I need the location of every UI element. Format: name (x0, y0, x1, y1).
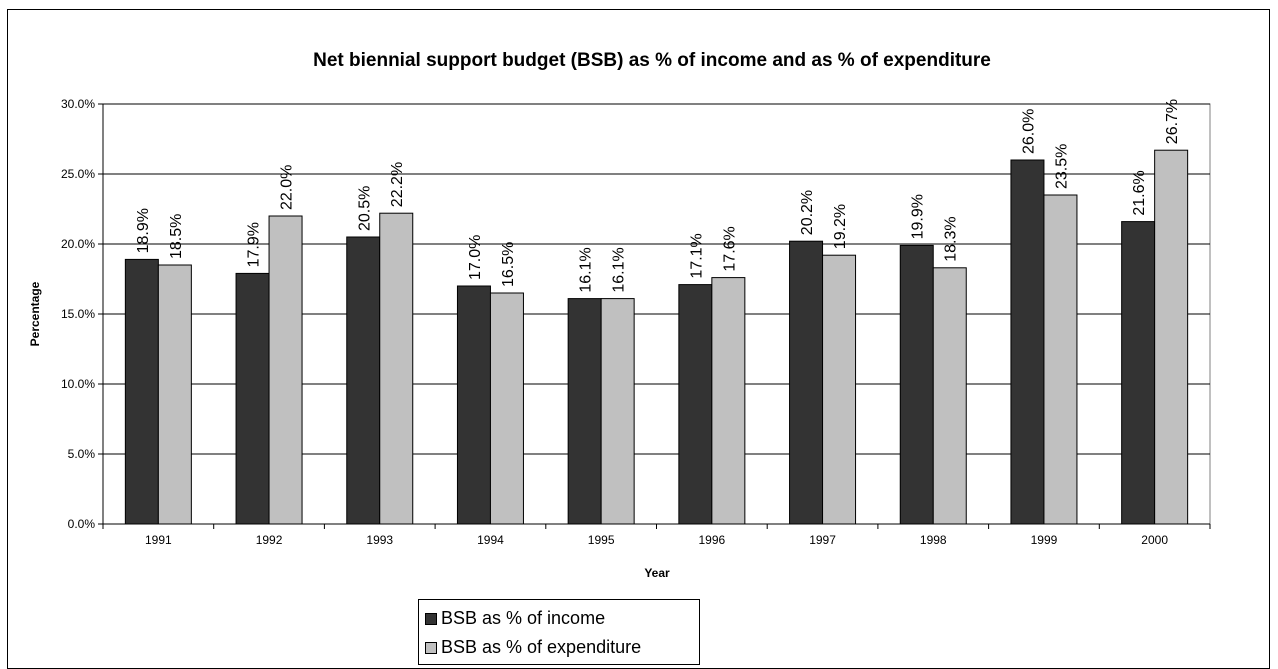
x-tick-label: 1999 (1031, 533, 1058, 547)
data-label: 17.9% (246, 222, 263, 267)
bar-income (678, 284, 713, 525)
x-tick-labels: 1991 1992 1993 1994 1995 1996 1997 1998 1999 2000 (145, 533, 1168, 547)
x-tick-label: 1993 (366, 533, 393, 547)
axes (98, 103, 1211, 529)
bar-income (1121, 221, 1156, 525)
data-label: 20.5% (356, 186, 373, 231)
bars (124, 149, 1189, 525)
data-label: 23.5% (1053, 144, 1070, 189)
x-tick-label: 1997 (809, 533, 836, 547)
legend-swatch-expenditure (425, 641, 437, 654)
data-label: 26.7% (1164, 99, 1181, 144)
data-label: 18.3% (943, 216, 960, 261)
data-label: 18.5% (168, 214, 185, 259)
data-label: 16.1% (611, 247, 628, 292)
bar-expenditure (932, 267, 967, 525)
bar-expenditure (822, 254, 857, 525)
bar-income (567, 298, 602, 525)
x-tick-label: 1991 (145, 533, 172, 547)
data-label: 22.0% (279, 165, 296, 210)
y-tick-label: 15.0% (61, 307, 95, 321)
bar-income (899, 244, 934, 525)
x-axis-title: Year (644, 566, 670, 580)
data-label: 26.0% (1020, 109, 1037, 154)
bar-income (1010, 159, 1045, 525)
data-label: 22.2% (389, 162, 406, 207)
bar-chart: Net biennial support budget (BSB) as % o… (28, 50, 1211, 580)
bar-expenditure (600, 298, 635, 525)
legend: BSB as % of income BSB as % of expenditu… (418, 599, 700, 665)
legend-item-income: BSB as % of income (425, 604, 699, 633)
bar-expenditure (711, 277, 746, 525)
bar-expenditure (1043, 194, 1078, 525)
data-label: 21.6% (1131, 170, 1148, 215)
data-label: 18.9% (135, 208, 152, 253)
data-label: 16.5% (500, 242, 517, 287)
data-label: 17.6% (721, 226, 738, 271)
data-label: 19.9% (910, 194, 927, 239)
x-tick-label: 1992 (256, 533, 283, 547)
data-label: 17.1% (688, 233, 705, 278)
y-axis-title: Percentage (28, 281, 42, 346)
bar-income (124, 258, 159, 525)
legend-item-expenditure: BSB as % of expenditure (425, 633, 699, 662)
y-tick-label: 5.0% (68, 447, 96, 461)
legend-swatch-income (425, 612, 437, 625)
legend-label-income: BSB as % of income (441, 608, 606, 628)
bar-income (346, 236, 381, 525)
chart-title: Net biennial support budget (BSB) as % o… (313, 50, 991, 71)
data-label: 16.1% (578, 247, 595, 292)
y-tick-labels: 0.0% 5.0% 10.0% 15.0% 20.0% 25.0% 30.0% (61, 97, 95, 531)
y-tick-label: 30.0% (61, 97, 95, 111)
data-label: 20.2% (799, 190, 816, 235)
bar-income (789, 240, 824, 525)
bar-expenditure (157, 264, 192, 525)
y-tick-label: 0.0% (68, 517, 96, 531)
y-tick-label: 25.0% (61, 167, 95, 181)
legend-label-expenditure: BSB as % of expenditure (441, 637, 642, 657)
x-tick-label: 1995 (588, 533, 615, 547)
y-tick-label: 10.0% (61, 377, 95, 391)
y-tick-label: 20.0% (61, 237, 95, 251)
bar-expenditure (489, 292, 524, 525)
bar-income (235, 272, 270, 525)
bar-expenditure (268, 215, 303, 525)
bar-expenditure (379, 212, 414, 525)
data-label: 19.2% (832, 204, 849, 249)
x-tick-label: 2000 (1141, 533, 1168, 547)
bar-expenditure (1154, 149, 1189, 525)
data-label: 17.0% (467, 235, 484, 280)
chart-frame: Net biennial support budget (BSB) as % o… (7, 9, 1270, 669)
x-tick-label: 1994 (477, 533, 504, 547)
bar-income (456, 285, 491, 525)
data-labels: 18.9% 18.5% 17.9% 22.0% 20.5% 22.2% 17.0% 16.5%… (135, 99, 1181, 293)
x-tick-label: 1998 (920, 533, 947, 547)
x-tick-label: 1996 (698, 533, 725, 547)
